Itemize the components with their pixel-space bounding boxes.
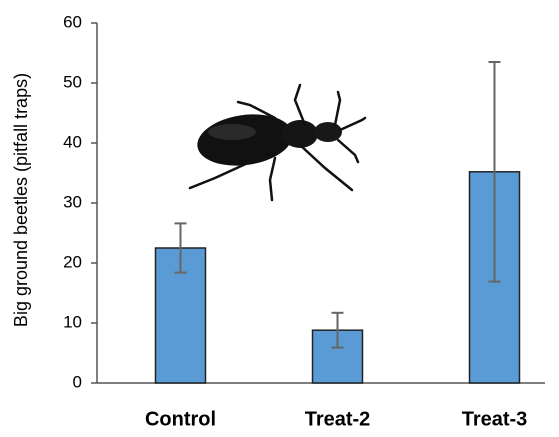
y-axis-label: Big ground beetles (pitfall traps) [11,73,31,327]
y-tick-label: 40 [63,132,82,151]
y-tick-label: 10 [63,312,82,331]
x-tick-label: Treat-3 [462,408,528,430]
x-tick-label: Control [145,408,216,430]
y-tick-label: 30 [63,192,82,211]
error-bar [488,61,501,283]
y-tick-label: 0 [73,372,82,391]
y-tick-label: 60 [63,12,82,31]
y-tick-label: 50 [63,72,82,91]
x-tick-label: Treat-2 [305,408,371,430]
error-bar [331,311,344,349]
y-tick-label: 20 [63,252,82,271]
error-bar [174,222,187,274]
beetle-illustration [188,83,367,202]
